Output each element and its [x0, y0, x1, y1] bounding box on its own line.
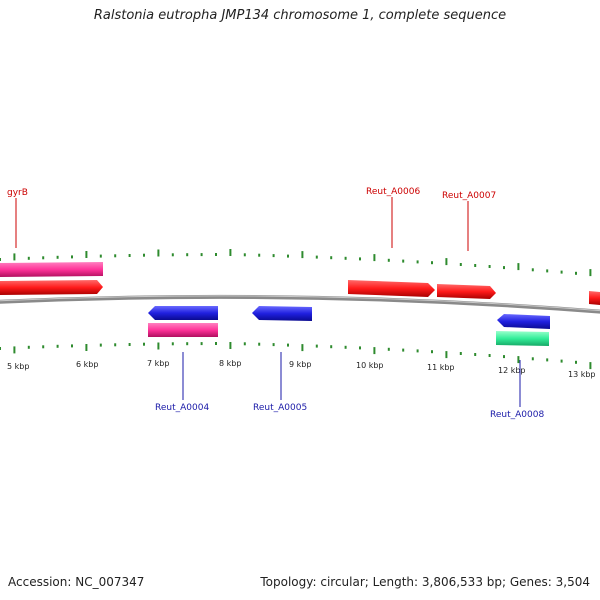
gene-reverse-pink[interactable] — [148, 323, 218, 337]
gene-reut-a0004[interactable] — [148, 306, 218, 320]
accession-label: Accession: NC_007347 — [8, 575, 145, 589]
gene-reut-a0007[interactable] — [437, 284, 496, 299]
scale-label: 12 kbp — [498, 366, 526, 375]
chromosome-backbone — [0, 294, 600, 314]
gene-reut-a0005[interactable] — [252, 306, 312, 321]
scale-label: 7 kbp — [147, 359, 169, 368]
gene-gyrb-forward[interactable] — [0, 262, 103, 277]
label-gyrb[interactable]: gyrB — [7, 188, 28, 198]
label-reut-a0004[interactable]: Reut_A0004 — [155, 403, 209, 413]
gene-forward[interactable] — [0, 280, 103, 295]
scale-label: 5 kbp — [7, 362, 29, 371]
gene-forward-edge[interactable] — [589, 291, 600, 305]
gene-reverse-green[interactable] — [496, 331, 549, 346]
scale-label: 11 kbp — [427, 363, 455, 372]
forward-ticks — [0, 249, 592, 277]
scale-label: 9 kbp — [289, 360, 311, 369]
label-reut-a0008[interactable]: Reut_A0008 — [490, 410, 544, 420]
scale-label: 13 kbp — [568, 370, 596, 379]
scale-label: 8 kbp — [219, 359, 241, 368]
scale-label: 6 kbp — [76, 360, 98, 369]
gene-reut-a0008[interactable] — [497, 314, 550, 329]
label-reut-a0007[interactable]: Reut_A0007 — [442, 191, 496, 201]
scale-label: 10 kbp — [356, 361, 384, 370]
gene-reut-a0006[interactable] — [348, 280, 435, 297]
label-reut-a0006[interactable]: Reut_A0006 — [366, 187, 420, 197]
reverse-ticks — [0, 342, 592, 370]
map-title: Ralstonia eutropha JMP134 chromosome 1, … — [93, 8, 507, 23]
label-reut-a0005[interactable]: Reut_A0005 — [253, 403, 307, 413]
topology-label: Topology: circular; Length: 3,806,533 bp… — [260, 575, 590, 589]
